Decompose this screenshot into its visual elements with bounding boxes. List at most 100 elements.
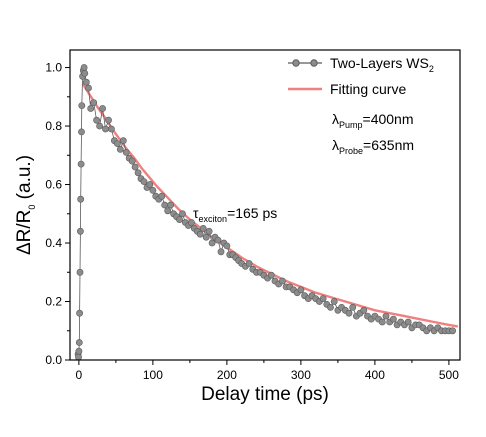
y-tick-label: 0.6 <box>45 178 62 192</box>
legend-data-marker <box>310 59 318 67</box>
y-tick-label: 0.8 <box>45 119 62 133</box>
pump-sub: Pump <box>339 120 363 130</box>
data-point <box>245 260 253 267</box>
data-points-layer <box>74 64 456 361</box>
x-tick-label: 0 <box>76 368 83 382</box>
data-point <box>76 268 84 276</box>
legend-fit-label: Fitting curve <box>330 81 406 97</box>
exciton-lifetime-annotation: τexciton=165 ps <box>193 205 277 224</box>
data-point <box>85 84 92 92</box>
pump-lambda: λ <box>332 111 339 127</box>
tau-sub: exciton <box>199 214 228 224</box>
data-point <box>75 347 83 355</box>
pump-value: =400nm <box>363 111 414 127</box>
data-point <box>327 303 334 311</box>
legend-data-label: Two-Layers WS2 <box>330 55 434 74</box>
data-point <box>75 339 83 346</box>
legend: Two-Layers WS2 Fitting curve <box>288 55 434 97</box>
data-point <box>319 295 327 302</box>
data-point <box>81 70 89 77</box>
data-point <box>114 140 121 147</box>
x-axis-title: Delay time (ps) <box>201 384 329 405</box>
y-axis-title-sub: 0 <box>27 205 37 210</box>
data-point <box>199 224 207 232</box>
data-point <box>382 312 390 320</box>
tau-symbol: τ <box>193 205 199 221</box>
data-point <box>179 210 186 218</box>
data-point <box>93 116 100 124</box>
data-point <box>146 181 154 188</box>
data-point <box>349 303 357 311</box>
data-point <box>164 207 172 215</box>
data-point <box>158 192 166 200</box>
data-point <box>76 309 83 317</box>
y-tick-label: 0.0 <box>45 353 62 367</box>
data-point <box>108 125 115 133</box>
x-tick-label: 300 <box>291 368 311 382</box>
data-point <box>116 145 124 153</box>
data-point <box>330 298 338 305</box>
data-point <box>119 137 127 145</box>
data-point <box>267 271 275 279</box>
data-point <box>77 195 85 203</box>
data-point <box>278 277 286 285</box>
data-point <box>378 318 386 326</box>
data-point <box>223 242 231 250</box>
data-point <box>196 230 204 238</box>
data-point <box>149 186 157 194</box>
data-point <box>217 248 225 256</box>
y-tick-label: 0.4 <box>45 236 62 250</box>
legend-data-label-sub: 2 <box>429 64 434 74</box>
probe-value: =635nm <box>363 137 414 153</box>
y-tick-label: 0.2 <box>45 295 62 309</box>
legend-data-label-main: Two-Layers WS <box>330 55 429 71</box>
data-point <box>404 318 412 326</box>
legend-data-marker <box>292 59 300 67</box>
data-point <box>214 236 222 244</box>
data-point <box>134 169 142 177</box>
x-tick-label: 400 <box>365 368 385 382</box>
y-axis-title: ΔR/R0 (a.u.) <box>14 155 37 255</box>
x-tick-label: 200 <box>217 368 237 382</box>
data-point <box>105 116 112 124</box>
y-tick-label: 1.0 <box>45 61 62 75</box>
data-point <box>80 64 88 71</box>
probe-sub: Probe <box>339 146 363 156</box>
data-point <box>176 216 183 223</box>
data-point <box>187 219 195 226</box>
pump-wavelength-annotation: λPump=400nm <box>332 111 414 130</box>
data-point <box>449 327 456 335</box>
data-point <box>90 99 98 106</box>
y-axis-title-unit: (a.u.) <box>14 155 35 205</box>
data-point <box>77 227 84 235</box>
data-point <box>140 178 148 185</box>
data-point <box>77 160 85 168</box>
x-tick-label: 100 <box>143 368 163 382</box>
data-point <box>208 239 216 247</box>
x-tick-label: 500 <box>439 368 459 382</box>
data-point <box>202 233 210 241</box>
probe-wavelength-annotation: λProbe=635nm <box>332 137 414 156</box>
data-point <box>96 122 103 130</box>
data-point <box>205 227 213 235</box>
y-axis-title-main: ΔR/R <box>14 210 35 255</box>
axis-ticks: 0 100 200 300 400 500 0.0 0.2 0.4 0.6 0.8 1.0 <box>45 61 459 382</box>
data-point <box>131 163 139 171</box>
data-point <box>161 201 169 209</box>
data-point <box>167 201 174 209</box>
plot-frame <box>69 49 461 361</box>
tau-value: =165 ps <box>227 205 277 221</box>
data-point <box>102 125 109 133</box>
data-point <box>82 78 90 86</box>
data-point <box>122 148 130 156</box>
data-point <box>87 105 95 112</box>
data-point <box>78 128 85 136</box>
data-point <box>78 102 86 109</box>
probe-lambda: λ <box>332 137 339 153</box>
data-point <box>75 353 82 361</box>
data-point <box>389 315 397 323</box>
data-point <box>297 286 305 294</box>
data-point <box>128 157 136 165</box>
data-point <box>360 306 368 314</box>
